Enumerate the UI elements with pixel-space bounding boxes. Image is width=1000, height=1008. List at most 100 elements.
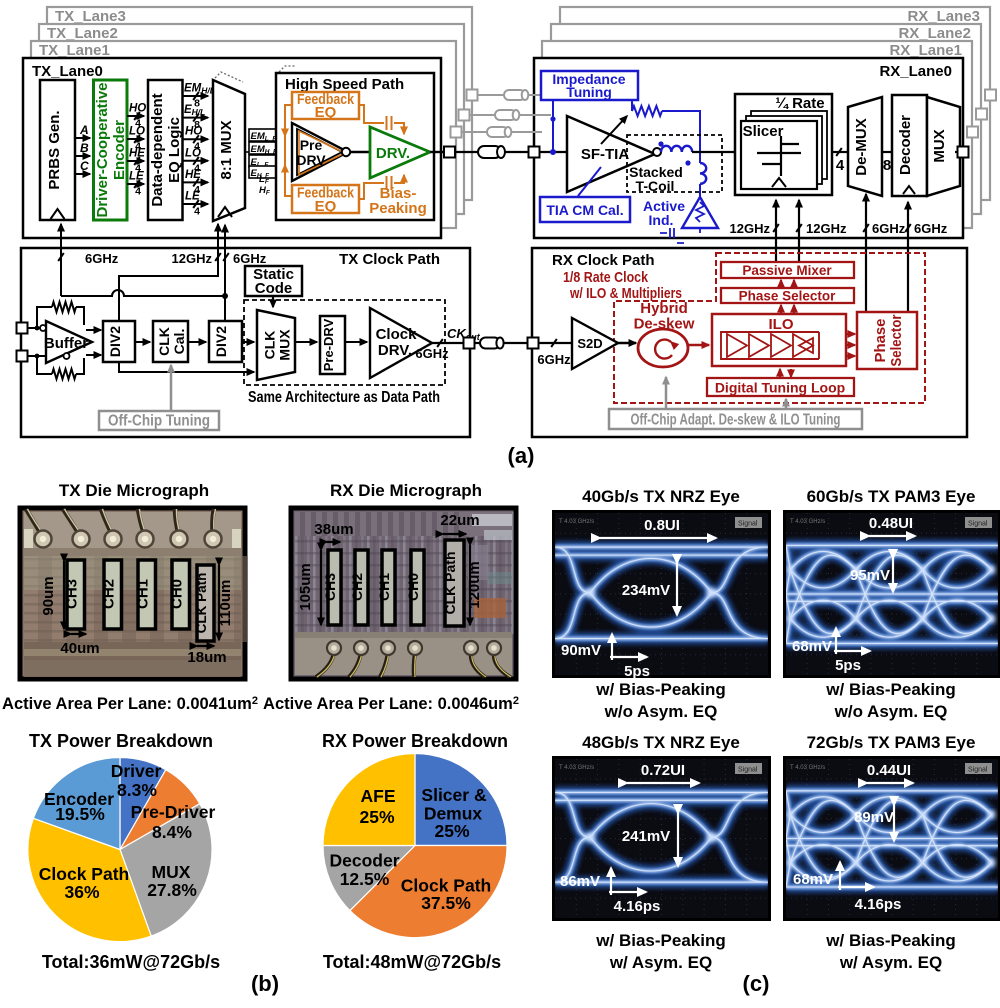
svg-text:CH0: CH0 (405, 573, 421, 601)
svg-text:8: 8 (194, 98, 200, 110)
svg-text:w/o Asym. EQ: w/o Asym. EQ (834, 702, 948, 721)
svg-text:4: 4 (194, 162, 200, 174)
svg-text:Stacked: Stacked (629, 164, 683, 180)
svg-text:CLK Path: CLK Path (194, 573, 209, 634)
svg-text:68mV: 68mV (792, 638, 832, 655)
svg-text:Impedance: Impedance (552, 71, 625, 87)
svg-text:Total:36mW@72Gb/s: Total:36mW@72Gb/s (42, 952, 220, 972)
svg-text:Selector: Selector (888, 314, 905, 366)
svg-text:MUX: MUX (277, 329, 293, 361)
svg-text:Tuning: Tuning (566, 84, 612, 100)
svg-text:8: 8 (883, 157, 891, 174)
svg-text:18um: 18um (187, 649, 226, 666)
svg-text:CH0: CH0 (169, 579, 186, 609)
svg-text:Peaking: Peaking (369, 200, 427, 217)
svg-text:22um: 22um (440, 512, 479, 529)
svg-text:8.4%: 8.4% (152, 822, 192, 842)
svg-text:CH3: CH3 (64, 579, 81, 609)
svg-text:241mV: 241mV (622, 828, 670, 845)
svg-text:LE: LE (129, 171, 144, 183)
svg-text:4: 4 (194, 141, 200, 153)
svg-text:Data-dependent: Data-dependent (149, 93, 166, 206)
svg-text:(a): (a) (508, 443, 535, 468)
svg-text:Driver-Cooperative: Driver-Cooperative (94, 82, 111, 217)
svg-text:Passive Mixer: Passive Mixer (742, 263, 832, 278)
svg-text:Pre: Pre (300, 137, 323, 153)
svg-text:25%: 25% (359, 807, 394, 827)
svg-text:Driver: Driver (111, 761, 162, 781)
svg-text:37.5%: 37.5% (421, 893, 471, 913)
svg-text:TX_Lane1: TX_Lane1 (39, 42, 110, 59)
svg-text:TIA CM Cal.: TIA CM Cal. (546, 202, 623, 218)
svg-text:4: 4 (194, 206, 200, 218)
svg-text:T 4.03 GHz/s: T 4.03 GHz/s (790, 519, 825, 525)
svg-text:RX Clock Path: RX Clock Path (552, 252, 655, 269)
svg-text:90um: 90um (40, 576, 57, 615)
svg-text:T 4.03 GHz/s: T 4.03 GHz/s (559, 765, 594, 771)
svg-text:CH3: CH3 (322, 573, 338, 601)
svg-text:6GHz: 6GHz (537, 352, 571, 367)
svg-text:DRV.: DRV. (376, 145, 410, 162)
svg-text:105um: 105um (297, 563, 314, 611)
svg-text:Clock Path: Clock Path (39, 864, 129, 884)
svg-text:A: A (79, 123, 89, 137)
svg-text:12GHz: 12GHz (806, 221, 847, 236)
svg-text:48Gb/s TX NRZ Eye: 48Gb/s TX NRZ Eye (582, 733, 740, 752)
svg-text:90mV: 90mV (561, 642, 601, 659)
svg-text:89mV: 89mV (854, 809, 894, 826)
svg-text:EH/L: EH/L (184, 104, 205, 117)
svg-text:HE: HE (129, 148, 145, 160)
svg-text:40um: 40um (60, 640, 99, 657)
svg-text:Decoder: Decoder (897, 115, 914, 175)
svg-text:Off-Chip Adapt. De-skew & ILO: Off-Chip Adapt. De-skew & ILO Tuning (631, 412, 841, 429)
svg-text:(b): (b) (251, 971, 279, 996)
svg-text:27.8%: 27.8% (147, 880, 197, 900)
svg-text:Slicer: Slicer (743, 123, 784, 140)
svg-text:w/o Asym. EQ: w/o Asym. EQ (604, 702, 718, 721)
svg-text:72Gb/s TX PAM3 Eye: 72Gb/s TX PAM3 Eye (807, 733, 976, 752)
svg-text:Signal: Signal (968, 767, 988, 774)
svg-text:HF: HF (259, 185, 271, 197)
svg-text:5ps: 5ps (624, 663, 650, 680)
svg-text:TX_Lane3: TX_Lane3 (55, 8, 126, 25)
svg-text:36%: 36% (64, 882, 99, 902)
svg-text:8: 8 (194, 119, 200, 131)
svg-text:MUX: MUX (931, 129, 948, 162)
svg-text:Bias-: Bias- (380, 185, 417, 202)
svg-text:RX Die Micrograph: RX Die Micrograph (330, 481, 482, 500)
svg-text:w/ Bias-Peaking: w/ Bias-Peaking (825, 680, 955, 699)
svg-text:TX_Lane0: TX_Lane0 (32, 63, 103, 80)
svg-text:w/ Asym. EQ: w/ Asym. EQ (839, 953, 942, 972)
svg-text:Cal.: Cal. (171, 329, 187, 355)
svg-text:EQ: EQ (315, 104, 337, 121)
svg-text:EH_F: EH_F (251, 168, 271, 180)
svg-text:19.5%: 19.5% (55, 804, 105, 824)
svg-text:LO: LO (185, 147, 201, 159)
svg-text:S2D: S2D (577, 336, 602, 351)
svg-text:C: C (80, 159, 89, 173)
svg-text:4: 4 (135, 186, 141, 198)
svg-text:MUX: MUX (152, 862, 191, 882)
svg-text:40Gb/s TX NRZ Eye: 40Gb/s TX NRZ Eye (582, 487, 740, 506)
svg-text:4: 4 (135, 141, 141, 153)
svg-text:CH2: CH2 (101, 579, 118, 609)
svg-text:Static: Static (253, 266, 294, 283)
svg-text:Buffer: Buffer (44, 335, 88, 352)
svg-text:w/ ILO & Multipliers: w/ ILO & Multipliers (569, 285, 682, 302)
svg-text:DRV.: DRV. (378, 342, 412, 359)
svg-text:8.3%: 8.3% (117, 780, 157, 800)
svg-text:HO: HO (129, 103, 146, 115)
svg-text:68mV: 68mV (793, 871, 833, 888)
svg-text:DIV2: DIV2 (213, 326, 229, 357)
svg-text:DIV2: DIV2 (107, 326, 123, 357)
svg-text:LO: LO (129, 126, 145, 138)
svg-text:Active: Active (643, 198, 685, 214)
svg-text:0.48UI: 0.48UI (869, 515, 913, 532)
svg-text:(c): (c) (743, 971, 770, 996)
svg-text:Phase Selector: Phase Selector (739, 289, 837, 304)
svg-text:Digital Tuning Loop: Digital Tuning Loop (715, 380, 845, 396)
svg-text:Clock: Clock (376, 326, 418, 343)
svg-text:CH1: CH1 (376, 573, 392, 601)
svg-text:5ps: 5ps (835, 657, 861, 674)
svg-text:EML_F: EML_F (251, 131, 278, 143)
